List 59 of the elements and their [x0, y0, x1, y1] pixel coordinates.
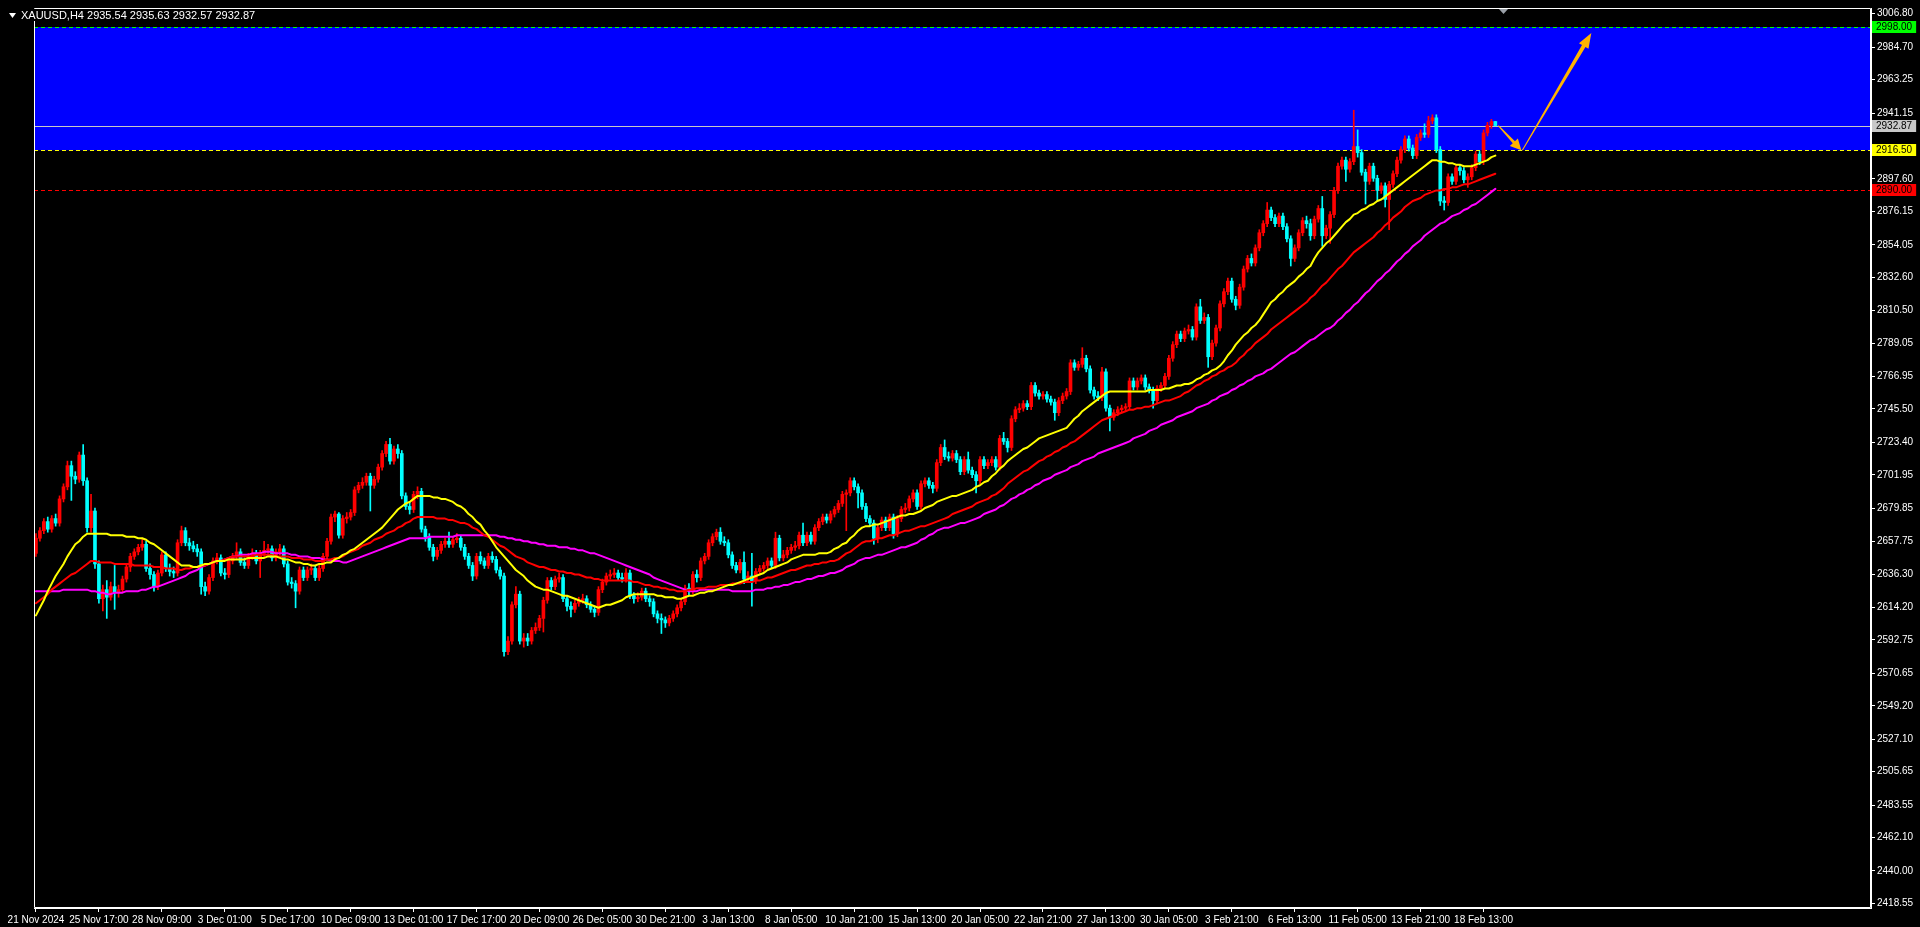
x-tick-label: 13 Feb 21:00	[1391, 913, 1451, 925]
x-tick-label: 20 Dec 09:00	[509, 913, 570, 925]
y-tick-label: 2745.50	[1877, 402, 1914, 414]
x-tick-label: 6 Feb 13:00	[1268, 913, 1322, 925]
y-tick-label: 2505.65	[1877, 765, 1914, 777]
y-tick-label: 2527.10	[1877, 732, 1914, 744]
x-tick-label: 10 Jan 21:00	[825, 913, 884, 925]
x-tick-label: 26 Dec 05:00	[572, 913, 633, 925]
y-tick-label: 3006.80	[1877, 7, 1914, 19]
candlestick	[521, 633, 526, 648]
x-tick-label: 10 Dec 09:00	[320, 913, 381, 925]
y-tick-label: 2701.95	[1877, 468, 1914, 480]
y-tick-label: 2462.10	[1877, 831, 1914, 843]
y-tick-label: 2810.50	[1877, 304, 1914, 316]
y-tick-label: 2679.85	[1877, 501, 1914, 513]
x-tick-label: 27 Jan 13:00	[1077, 913, 1136, 925]
x-tick-label: 3 Dec 01:00	[197, 913, 253, 925]
y-tick-label: 2832.60	[1877, 270, 1914, 282]
y-tick-label: 2592.75	[1877, 633, 1914, 645]
x-tick-label: 5 Dec 17:00	[260, 913, 316, 925]
y-tick-label: 2440.00	[1877, 864, 1914, 876]
y-tick-label: 2766.95	[1877, 370, 1914, 382]
ref-line-label: 2916.50	[1876, 144, 1913, 156]
y-tick-label: 2549.20	[1877, 699, 1914, 711]
y-tick-label: 2418.55	[1877, 897, 1914, 909]
y-tick-label: 2789.05	[1877, 336, 1914, 348]
x-tick-label: 22 Jan 21:00	[1014, 913, 1073, 925]
x-tick-label: 18 Feb 13:00	[1454, 913, 1514, 925]
x-tick-label: 3 Feb 21:00	[1205, 913, 1259, 925]
y-tick-label: 2636.30	[1877, 567, 1914, 579]
y-tick-label: 2897.60	[1877, 172, 1914, 184]
y-tick-label: 2657.75	[1877, 535, 1914, 547]
ref-line-label: 2890.00	[1876, 184, 1913, 196]
chart-title: XAUUSD,H4 2935.54 2935.63 2932.57 2932.87	[19, 9, 258, 21]
candlestick	[569, 601, 573, 618]
y-tick-label: 2483.55	[1877, 798, 1914, 810]
x-tick-label: 21 Nov 2024	[7, 913, 65, 925]
y-tick-label: 2876.15	[1877, 205, 1914, 217]
y-tick-label: 2963.25	[1877, 73, 1914, 85]
x-tick-label: 28 Nov 09:00	[132, 913, 193, 925]
x-tick-label: 30 Jan 05:00	[1139, 913, 1199, 925]
x-tick-label: 3 Jan 13:00	[702, 913, 755, 925]
candlestick	[612, 568, 617, 578]
y-tick-label: 2854.05	[1877, 238, 1914, 250]
x-tick-label: 17 Dec 17:00	[446, 913, 507, 925]
ref-line-label: 2932.87	[1876, 120, 1913, 132]
x-tick-label: 15 Jan 13:00	[888, 913, 947, 925]
x-tick-label: 25 Nov 17:00	[69, 913, 130, 925]
ref-line-label: 2998.00	[1876, 21, 1913, 33]
y-tick-label: 2984.70	[1877, 40, 1914, 52]
x-tick-label: 11 Feb 05:00	[1328, 913, 1388, 925]
x-tick-label: 13 Dec 01:00	[383, 913, 444, 925]
x-tick-label: 8 Jan 05:00	[765, 913, 818, 925]
y-tick-label: 2570.65	[1877, 667, 1914, 679]
y-tick-label: 2941.15	[1877, 106, 1914, 118]
x-tick-label: 20 Jan 05:00	[951, 913, 1010, 925]
y-tick-label: 2614.20	[1877, 601, 1914, 613]
y-tick-label: 2723.40	[1877, 436, 1914, 448]
x-tick-label: 30 Dec 21:00	[635, 913, 696, 925]
